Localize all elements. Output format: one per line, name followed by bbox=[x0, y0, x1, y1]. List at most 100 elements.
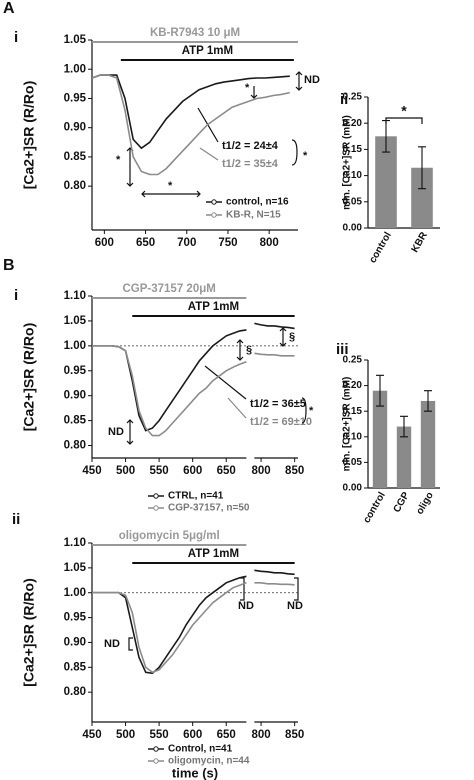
legend-label: oligomycin, n=44 bbox=[168, 756, 250, 767]
arrow bbox=[295, 71, 303, 91]
x-tick-label: 650 bbox=[217, 729, 236, 741]
brace bbox=[291, 139, 298, 166]
x-tick-label: CGP bbox=[392, 490, 413, 515]
panel-label: A bbox=[3, 0, 15, 17]
y-tick-label: 0.00 bbox=[343, 223, 363, 234]
arrow bbox=[141, 190, 201, 198]
y-tick-label: 0.15 bbox=[343, 144, 363, 155]
y-tick-label: 1.00 bbox=[64, 63, 86, 75]
legend-label: control, n=16 bbox=[226, 197, 289, 208]
bar bbox=[372, 390, 388, 488]
annotation: ND bbox=[108, 426, 124, 438]
error-bar bbox=[424, 390, 432, 412]
panel-label: ii bbox=[340, 91, 348, 108]
legend-marker bbox=[153, 758, 159, 764]
legend-label: CTRL, n=41 bbox=[168, 491, 224, 502]
y-tick-label: 0.90 bbox=[64, 390, 86, 402]
y-tick-label: 0.80 bbox=[64, 686, 86, 698]
treatment-label: ATP 1mM bbox=[188, 548, 239, 560]
y-tick-label: 0.25 bbox=[343, 355, 363, 366]
y-tick-label: 0.85 bbox=[64, 415, 87, 427]
annotation: * bbox=[116, 154, 121, 166]
annotation: * bbox=[168, 180, 173, 192]
y-tick-label: 0.95 bbox=[64, 612, 87, 624]
panel-label: B bbox=[3, 257, 15, 274]
x-tick-label: 750 bbox=[218, 237, 237, 249]
bar bbox=[396, 426, 412, 488]
panel-label: ii bbox=[12, 511, 20, 528]
x-tick-label: oligo bbox=[414, 490, 435, 516]
treatment-label: ATP 1mM bbox=[188, 301, 239, 313]
y-tick-label: 0.20 bbox=[343, 118, 363, 129]
arrow bbox=[126, 419, 134, 445]
x-tick-label: KBR bbox=[410, 230, 431, 255]
annotation: t1/2 = 69±10 bbox=[250, 416, 312, 428]
brace bbox=[301, 397, 307, 424]
series-line bbox=[91, 74, 290, 150]
error-bar bbox=[400, 415, 408, 438]
error-bar bbox=[418, 146, 426, 190]
bar bbox=[375, 136, 397, 228]
x-tick-label: 800 bbox=[251, 729, 270, 741]
y-tick-label: 0.20 bbox=[343, 380, 363, 391]
y-tick-label: 1.05 bbox=[64, 315, 87, 327]
annotation: t1/2 = 36±5 bbox=[250, 398, 306, 410]
annotation: * bbox=[245, 82, 250, 94]
x-tick-label: control bbox=[367, 230, 394, 265]
legend-marker bbox=[153, 746, 159, 752]
bracket bbox=[294, 577, 299, 601]
annotation: ND bbox=[104, 638, 120, 650]
arrow bbox=[236, 339, 244, 361]
treatment-label: oligomycin 5μg/ml bbox=[119, 530, 220, 542]
x-tick-label: 500 bbox=[116, 729, 135, 741]
y-tick-label: 1.00 bbox=[64, 340, 86, 352]
x-tick-label: 650 bbox=[136, 237, 155, 249]
treatment-label: ATP 1mM bbox=[182, 45, 233, 57]
arrow bbox=[279, 327, 287, 347]
annotation: * bbox=[303, 150, 308, 162]
series-line bbox=[92, 322, 295, 432]
x-tick-label: 600 bbox=[183, 729, 202, 741]
y-tick-label: 0.85 bbox=[64, 151, 87, 163]
y-tick-label: 0.90 bbox=[64, 122, 86, 134]
bracket bbox=[240, 577, 245, 601]
y-axis-label: [Ca2+]SR (R/Ro) bbox=[21, 323, 37, 432]
x-tick-label: 450 bbox=[82, 465, 101, 477]
legend-label: CGP-37157, n=50 bbox=[168, 503, 250, 514]
legend-marker bbox=[153, 505, 159, 511]
annotation: ND bbox=[287, 600, 303, 612]
treatment-label: KB-R7943 10 μM bbox=[150, 27, 240, 39]
annotation: § bbox=[246, 344, 252, 356]
y-tick-label: 0.25 bbox=[343, 92, 363, 103]
y-tick-label: 1.05 bbox=[64, 562, 87, 574]
annotation: ND bbox=[304, 74, 320, 86]
annotation: t1/2 = 24±4 bbox=[222, 140, 279, 152]
x-tick-label: 800 bbox=[260, 237, 279, 249]
arrow bbox=[250, 86, 258, 99]
bracket bbox=[128, 637, 133, 651]
bracket bbox=[385, 117, 423, 124]
annotation: § bbox=[289, 331, 295, 343]
error-bar bbox=[382, 120, 390, 153]
x-tick-label: 550 bbox=[150, 729, 169, 741]
legend-label: Control, n=41 bbox=[168, 744, 233, 755]
series-line bbox=[92, 582, 295, 674]
x-tick-label: 600 bbox=[183, 465, 202, 477]
y-tick-label: 0.95 bbox=[64, 365, 87, 377]
panel-label: iii bbox=[336, 341, 349, 358]
panel-label: i bbox=[14, 29, 18, 46]
x-tick-label: 700 bbox=[177, 237, 196, 249]
annotation: * bbox=[309, 405, 314, 417]
y-tick-label: 1.00 bbox=[64, 587, 86, 599]
bar bbox=[411, 167, 433, 228]
series-line bbox=[92, 569, 295, 675]
y-tick-label: 0.80 bbox=[64, 180, 86, 192]
y-tick-label: 0.15 bbox=[343, 406, 363, 417]
legend-marker bbox=[153, 493, 159, 499]
y-tick-label: 0.80 bbox=[64, 440, 86, 452]
y-axis-label: min. [Ca2+]SR (mM) bbox=[342, 377, 353, 472]
series-line bbox=[92, 345, 295, 437]
pointer bbox=[227, 397, 247, 419]
y-tick-label: 1.10 bbox=[64, 290, 86, 302]
